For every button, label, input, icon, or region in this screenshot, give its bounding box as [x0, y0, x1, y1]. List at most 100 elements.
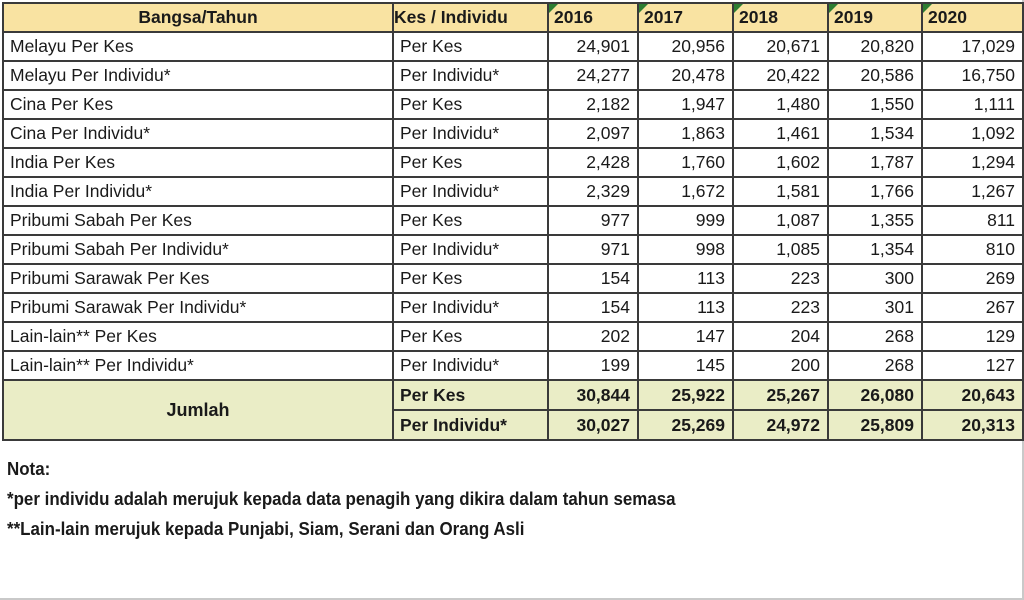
cell-value[interactable]: 202: [547, 321, 639, 352]
cell-type[interactable]: Per Kes: [392, 147, 549, 178]
cell-value[interactable]: 1,085: [732, 234, 829, 265]
cell-value[interactable]: 113: [637, 263, 734, 294]
cell-race[interactable]: Melayu Per Kes: [2, 31, 394, 62]
cell-value[interactable]: 1,602: [732, 147, 829, 178]
cell-value[interactable]: 1,787: [827, 147, 923, 178]
cell-value[interactable]: 24,277: [547, 60, 639, 91]
cell-value[interactable]: 20,956: [637, 31, 734, 62]
cell-value[interactable]: 1,581: [732, 176, 829, 207]
cell-value[interactable]: 1,534: [827, 118, 923, 149]
cell-value[interactable]: 1,766: [827, 176, 923, 207]
cell-value[interactable]: 1,863: [637, 118, 734, 149]
cell-value[interactable]: 1,354: [827, 234, 923, 265]
cell-value[interactable]: 977: [547, 205, 639, 236]
cell-value[interactable]: 810: [921, 234, 1024, 265]
cell-value[interactable]: 1,461: [732, 118, 829, 149]
cell-race[interactable]: Pribumi Sabah Per Kes: [2, 205, 394, 236]
total-value[interactable]: 30,027: [547, 409, 639, 441]
cell-value[interactable]: 20,422: [732, 60, 829, 91]
header-year-2019[interactable]: 2019: [827, 2, 923, 33]
cell-type[interactable]: Per Individu*: [392, 60, 549, 91]
cell-value[interactable]: 267: [921, 292, 1024, 323]
total-value[interactable]: 25,269: [637, 409, 734, 441]
cell-value[interactable]: 20,820: [827, 31, 923, 62]
cell-value[interactable]: 2,428: [547, 147, 639, 178]
header-bangsa-tahun[interactable]: Bangsa/Tahun: [2, 2, 394, 33]
cell-value[interactable]: 20,671: [732, 31, 829, 62]
cell-race[interactable]: Lain-lain** Per Individu*: [2, 350, 394, 381]
cell-value[interactable]: 998: [637, 234, 734, 265]
cell-value[interactable]: 16,750: [921, 60, 1024, 91]
cell-value[interactable]: 1,092: [921, 118, 1024, 149]
cell-type[interactable]: Per Kes: [392, 89, 549, 120]
cell-race[interactable]: Lain-lain** Per Kes: [2, 321, 394, 352]
cell-value[interactable]: 20,478: [637, 60, 734, 91]
cell-value[interactable]: 1,267: [921, 176, 1024, 207]
cell-race[interactable]: Cina Per Individu*: [2, 118, 394, 149]
cell-value[interactable]: 145: [637, 350, 734, 381]
cell-type[interactable]: Per Kes: [392, 321, 549, 352]
total-value[interactable]: 30,844: [547, 379, 639, 411]
cell-value[interactable]: 269: [921, 263, 1024, 294]
cell-value[interactable]: 1,294: [921, 147, 1024, 178]
total-value[interactable]: 24,972: [732, 409, 829, 441]
total-type[interactable]: Per Kes: [392, 379, 549, 411]
cell-race[interactable]: Pribumi Sarawak Per Kes: [2, 263, 394, 294]
cell-value[interactable]: 1,550: [827, 89, 923, 120]
cell-value[interactable]: 20,586: [827, 60, 923, 91]
cell-value[interactable]: 113: [637, 292, 734, 323]
cell-value[interactable]: 1,111: [921, 89, 1024, 120]
total-value[interactable]: 25,922: [637, 379, 734, 411]
cell-value[interactable]: 811: [921, 205, 1024, 236]
header-year-2016[interactable]: 2016: [547, 2, 639, 33]
cell-value[interactable]: 2,329: [547, 176, 639, 207]
cell-race[interactable]: Melayu Per Individu*: [2, 60, 394, 91]
total-value[interactable]: 25,809: [827, 409, 923, 441]
total-value[interactable]: 25,267: [732, 379, 829, 411]
cell-value[interactable]: 301: [827, 292, 923, 323]
cell-type[interactable]: Per Individu*: [392, 176, 549, 207]
cell-value[interactable]: 1,760: [637, 147, 734, 178]
cell-value[interactable]: 2,182: [547, 89, 639, 120]
header-kes-individu[interactable]: Kes / Individu: [392, 2, 549, 33]
header-year-2020[interactable]: 2020: [921, 2, 1024, 33]
cell-value[interactable]: 268: [827, 321, 923, 352]
total-type[interactable]: Per Individu*: [392, 409, 549, 441]
cell-value[interactable]: 1,947: [637, 89, 734, 120]
cell-value[interactable]: 999: [637, 205, 734, 236]
cell-race[interactable]: India Per Individu*: [2, 176, 394, 207]
cell-type[interactable]: Per Kes: [392, 263, 549, 294]
total-value[interactable]: 26,080: [827, 379, 923, 411]
cell-type[interactable]: Per Individu*: [392, 292, 549, 323]
cell-type[interactable]: Per Individu*: [392, 350, 549, 381]
cell-race[interactable]: Pribumi Sabah Per Individu*: [2, 234, 394, 265]
cell-value[interactable]: 1,355: [827, 205, 923, 236]
cell-value[interactable]: 1,480: [732, 89, 829, 120]
cell-value[interactable]: 17,029: [921, 31, 1024, 62]
total-value[interactable]: 20,643: [921, 379, 1024, 411]
header-year-2017[interactable]: 2017: [637, 2, 734, 33]
cell-value[interactable]: 268: [827, 350, 923, 381]
cell-race[interactable]: Pribumi Sarawak Per Individu*: [2, 292, 394, 323]
cell-value[interactable]: 223: [732, 292, 829, 323]
cell-value[interactable]: 129: [921, 321, 1024, 352]
cell-value[interactable]: 154: [547, 263, 639, 294]
cell-value[interactable]: 204: [732, 321, 829, 352]
cell-value[interactable]: 971: [547, 234, 639, 265]
cell-race[interactable]: India Per Kes: [2, 147, 394, 178]
cell-type[interactable]: Per Individu*: [392, 234, 549, 265]
cell-type[interactable]: Per Kes: [392, 205, 549, 236]
total-label-jumlah[interactable]: Jumlah: [2, 379, 394, 441]
cell-value[interactable]: 200: [732, 350, 829, 381]
cell-value[interactable]: 154: [547, 292, 639, 323]
cell-race[interactable]: Cina Per Kes: [2, 89, 394, 120]
cell-value[interactable]: 147: [637, 321, 734, 352]
cell-value[interactable]: 24,901: [547, 31, 639, 62]
cell-value[interactable]: 127: [921, 350, 1024, 381]
header-year-2018[interactable]: 2018: [732, 2, 829, 33]
cell-value[interactable]: 1,672: [637, 176, 734, 207]
cell-value[interactable]: 223: [732, 263, 829, 294]
cell-type[interactable]: Per Kes: [392, 31, 549, 62]
cell-type[interactable]: Per Individu*: [392, 118, 549, 149]
cell-value[interactable]: 199: [547, 350, 639, 381]
